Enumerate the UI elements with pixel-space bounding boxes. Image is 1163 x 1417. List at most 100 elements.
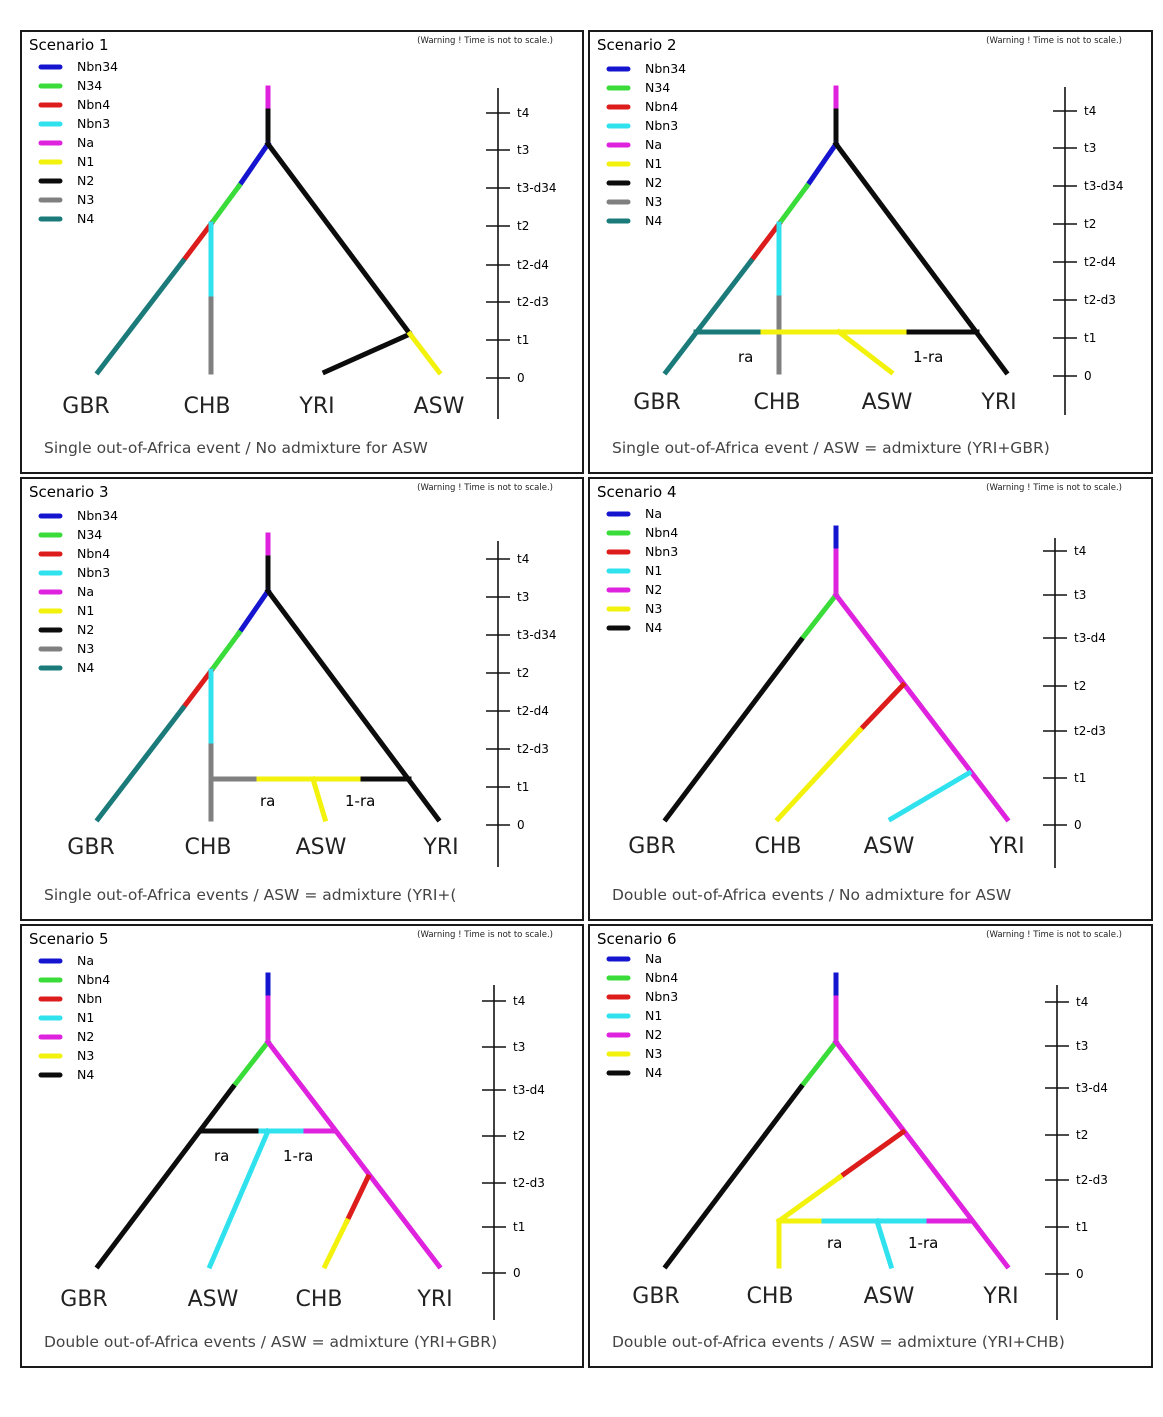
scenario-panel: Scenario 1 (Warning ! Time is not to scal… — [20, 30, 584, 474]
panel-border — [20, 477, 584, 921]
tick-label: t1 — [1074, 771, 1086, 785]
legend-label: Nbn4 — [77, 546, 110, 561]
legend-label: N2 — [77, 622, 94, 637]
tick-label: t1 — [517, 333, 529, 347]
time-axis: t4 t3 t3-d4 t2 t2-d3 t1 0 — [1043, 538, 1106, 868]
legend-label: Na — [77, 584, 94, 599]
warning-note: (Warning ! Time is not to scale.) — [417, 36, 553, 46]
tick-label: t2 — [1074, 679, 1086, 693]
legend-label: Nbn3 — [645, 544, 678, 559]
legend-label: N4 — [77, 660, 94, 675]
population-label: CHB — [184, 394, 231, 419]
tick-label: t2 — [513, 1129, 525, 1143]
warning-note: (Warning ! Time is not to scale.) — [986, 930, 1122, 940]
legend-label: Na — [645, 506, 662, 521]
tree-branch — [662, 636, 805, 823]
scenario-panel: Scenario 3 (Warning ! Time is not to scal… — [20, 477, 584, 921]
scenario-title: Scenario 2 — [597, 36, 677, 54]
legend-label: N2 — [77, 173, 94, 188]
tick-label: t4 — [1074, 544, 1086, 558]
admixture-label: ra — [827, 1234, 842, 1252]
population-label: YRI — [298, 394, 334, 419]
tree-branch — [343, 1173, 372, 1225]
tree-branch — [887, 769, 973, 823]
tick-label: t2-d3 — [513, 1176, 545, 1190]
scenario-panel: Scenario 5 (Warning ! Time is not to scal… — [20, 924, 584, 1368]
time-axis: t4 t3 t3-d34 t2 t2-d4 t2-d3 t1 0 — [486, 541, 557, 867]
tick-label: t3-d4 — [1076, 1081, 1108, 1095]
legend-label: N1 — [77, 154, 94, 169]
tick-label: t3-d34 — [1084, 179, 1124, 193]
population-tree — [662, 972, 1011, 1270]
tree-branch — [235, 140, 272, 190]
tick-label: t4 — [513, 994, 525, 1008]
tick-label: t3 — [1074, 588, 1086, 602]
tree-branch — [873, 1217, 895, 1270]
population-label: GBR — [633, 390, 680, 415]
tree-branch — [321, 330, 414, 376]
legend-label: N4 — [77, 1067, 94, 1082]
legend-label: Nbn4 — [77, 97, 110, 112]
admixture-label: ra — [214, 1147, 229, 1165]
legend-label: Nbn3 — [77, 116, 110, 131]
tick-label: 0 — [513, 1266, 521, 1280]
legend: Nbn34 N34 Nbn4 Nbn3 Na N1 N2 N3 N4 — [606, 61, 686, 228]
tree-branch — [662, 1083, 805, 1270]
tick-label: t1 — [1084, 331, 1096, 345]
scenario-title: Scenario 5 — [29, 930, 109, 948]
population-label: GBR — [60, 1287, 107, 1312]
legend-label: N3 — [645, 194, 662, 209]
legend-label: Na — [77, 953, 94, 968]
tick-label: t3-d34 — [517, 628, 557, 642]
population-label: CHB — [755, 834, 802, 859]
legend: Nbn34 N34 Nbn4 Nbn3 Na N1 N2 N3 N4 — [38, 59, 118, 226]
scenario-caption: Double out-of-Africa events / ASW = admi… — [44, 1333, 497, 1351]
population-tree — [94, 85, 443, 376]
population-tree — [662, 525, 1011, 823]
admixture-label: 1-ra — [908, 1234, 938, 1252]
tick-label: 0 — [517, 818, 525, 832]
tick-label: 0 — [1074, 818, 1082, 832]
population-label: ASW — [188, 1287, 239, 1312]
time-axis: t4 t3 t3-d34 t2 t2-d4 t2-d3 t1 0 — [1053, 87, 1124, 415]
population-tree — [662, 85, 1010, 376]
tree-branch — [309, 775, 329, 823]
population-label: GBR — [67, 835, 114, 860]
scenario-title: Scenario 4 — [597, 483, 677, 501]
legend-label: N1 — [77, 1010, 94, 1025]
population-label: ASW — [862, 390, 913, 415]
panel-border — [20, 924, 584, 1368]
legend-label: N2 — [645, 175, 662, 190]
legend-label: Nbn4 — [77, 972, 110, 987]
population-label: CHB — [754, 390, 801, 415]
admixture-label: ra — [738, 348, 753, 366]
tree-branch — [235, 587, 272, 637]
tree-branch — [803, 140, 840, 190]
legend: Na Nbn4 Nbn3 N1 N2 N3 N4 — [606, 506, 678, 635]
tree-branch — [774, 726, 864, 823]
legend-label: N2 — [645, 1027, 662, 1042]
legend-label: N4 — [645, 1065, 662, 1080]
tree-branch — [94, 704, 187, 823]
legend-label: N2 — [645, 582, 662, 597]
legend-label: Nbn3 — [645, 989, 678, 1004]
tree-branch — [797, 1038, 840, 1091]
legend-label: N4 — [645, 213, 662, 228]
population-label: YRI — [988, 834, 1024, 859]
tree-branch — [797, 591, 840, 644]
scenario-caption: Single out-of-Africa event / ASW = admix… — [612, 439, 1050, 457]
tick-label: t3-d34 — [517, 181, 557, 195]
legend-label: N1 — [645, 563, 662, 578]
legend-label: Nbn34 — [645, 61, 686, 76]
admixture-label: 1-ra — [913, 348, 943, 366]
tree-branch — [832, 591, 1011, 823]
tick-label: t3-d4 — [513, 1083, 545, 1097]
scenario-caption: Double out-of-Africa events / No admixtu… — [612, 886, 1011, 904]
tree-branch — [775, 182, 811, 228]
tick-label: t2 — [1076, 1128, 1088, 1142]
legend: Nbn34 N34 Nbn4 Nbn3 Na N1 N2 N3 N4 — [38, 508, 118, 675]
tick-label: t4 — [1084, 104, 1096, 118]
population-label: CHB — [747, 1284, 794, 1309]
panel-border — [588, 924, 1153, 1368]
warning-note: (Warning ! Time is not to scale.) — [986, 36, 1122, 46]
